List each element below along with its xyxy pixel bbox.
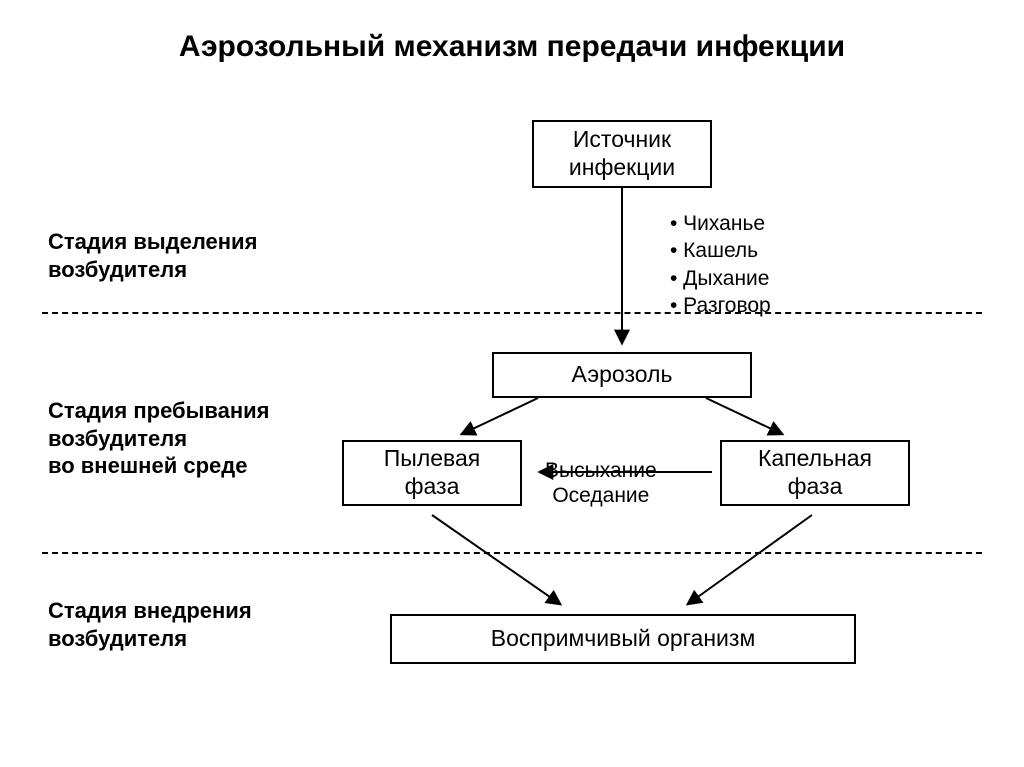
- stage-label-1: Стадия выделениявозбудителя: [48, 228, 257, 283]
- process-label: Высыхание Оседание: [545, 458, 657, 508]
- node-dust: Пылеваяфаза: [342, 440, 522, 506]
- node-droplet: Капельнаяфаза: [720, 440, 910, 506]
- process-drying: Высыхание: [545, 458, 657, 483]
- stage-label-3: Стадия внедрениявозбудителя: [48, 597, 252, 652]
- bullet-cough: • Кашель: [670, 237, 771, 264]
- emission-bullets: • Чиханье • Кашель • Дыхание • Разговор: [670, 210, 771, 319]
- node-host: Воспримчивый организм: [390, 614, 856, 664]
- bullet-breath: • Дыхание: [670, 265, 771, 292]
- node-aerosol: Аэрозоль: [492, 352, 752, 398]
- diagram-title: Аэрозольный механизм передачи инфекции: [0, 30, 1024, 64]
- stage-divider-2: [42, 552, 982, 554]
- stage-divider-1: [42, 312, 982, 314]
- process-settling: Оседание: [545, 483, 657, 508]
- bullet-sneeze: • Чиханье: [670, 210, 771, 237]
- stage-label-2: Стадия пребываниявозбудителяво внешней с…: [48, 397, 270, 480]
- bullet-talk: • Разговор: [670, 292, 771, 319]
- node-source: Источникинфекции: [532, 120, 712, 188]
